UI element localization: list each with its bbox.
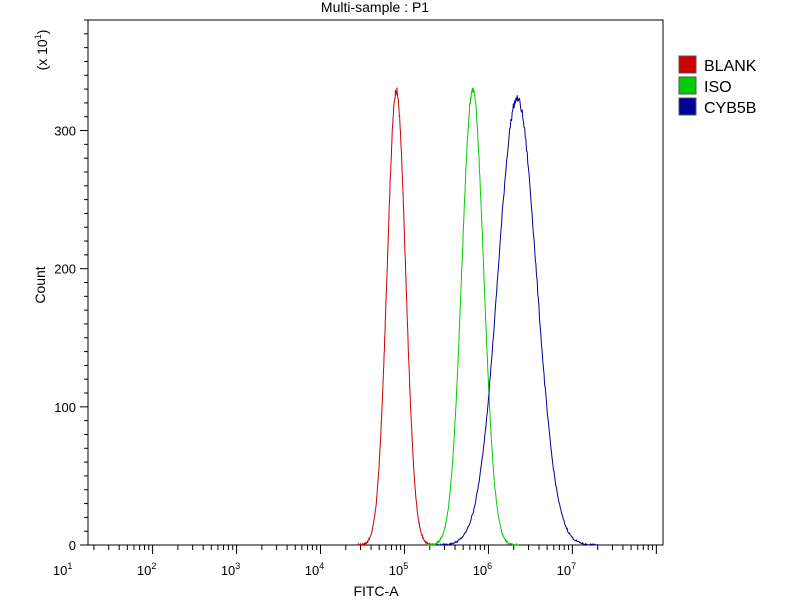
x-tick-label: 102 [137, 561, 156, 578]
series-line-blank [357, 87, 436, 547]
x-tick-label: 104 [305, 561, 324, 578]
x-axis-ticks: 101 102 103 104 105 106 107 [53, 545, 657, 578]
series-line-iso [426, 87, 519, 547]
x-axis-title: FITC-A [353, 583, 399, 599]
legend-label-cyb5b: CYB5B [704, 100, 756, 117]
histogram-series [357, 87, 599, 547]
x-tick-label: 101 [53, 561, 72, 578]
series-line-cyb5b [435, 95, 599, 547]
x-tick-label: 103 [221, 561, 240, 578]
legend-swatch-cyb5b [678, 97, 697, 116]
x-tick-label: 106 [473, 561, 492, 578]
chart-title: Multi-sample : P1 [321, 0, 429, 15]
y-tick-label: 200 [54, 262, 76, 277]
y-axis-ticks: 0 100 200 300 [54, 19, 88, 553]
y-tick-label: 100 [54, 400, 76, 415]
y-tick-label: 300 [54, 124, 76, 139]
y-tick-label: 0 [69, 538, 76, 553]
x-tick-label: 107 [557, 561, 576, 578]
legend-swatch-iso [678, 76, 697, 95]
plot-frame [87, 19, 664, 546]
legend-label-blank: BLANK [704, 58, 757, 75]
x-tick-label: 105 [389, 561, 408, 578]
legend: BLANK ISO CYB5B [678, 55, 757, 117]
y-axis-title: Count [32, 266, 48, 303]
legend-label-iso: ISO [704, 79, 732, 96]
legend-swatch-blank [678, 55, 697, 74]
y-multiplier-label: (x 101) [33, 30, 50, 71]
